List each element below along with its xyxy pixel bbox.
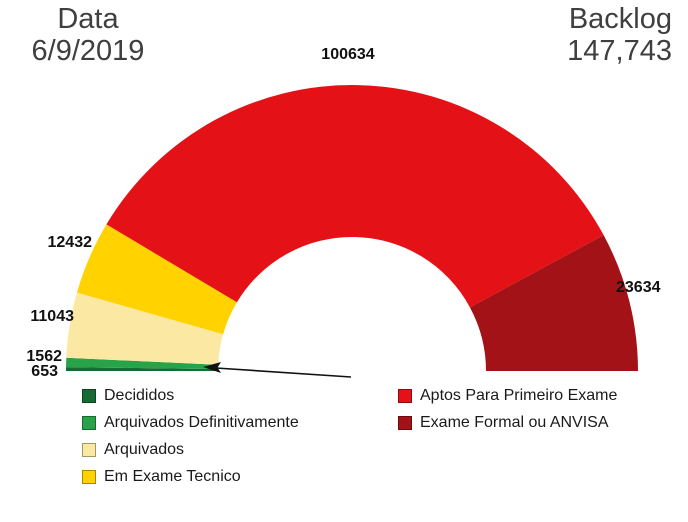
segment-exame-formal-ou-anvisa — [469, 235, 638, 371]
legend-swatch-em-exame-tecnico — [82, 470, 96, 484]
date-label: Data — [57, 3, 119, 35]
segment-aptos-para-primeiro-exame — [106, 85, 604, 308]
legend-item-aptos-para-primeiro-exame: Aptos Para Primeiro Exame — [398, 386, 617, 406]
legend-label-decididos: Decididos — [104, 387, 175, 404]
value-label-exame-formal-ou-anvisa: 23634 — [616, 279, 661, 296]
legend-swatch-exame-formal-ou-anvisa — [398, 416, 412, 430]
legend-label-aptos-para-primeiro-exame: Aptos Para Primeiro Exame — [420, 387, 618, 404]
date-value: 6/9/2019 — [31, 34, 145, 67]
legend-item-arquivados-definitivamente: Arquivados Definitivamente — [82, 413, 299, 433]
legend-swatch-arquivados — [82, 443, 96, 457]
legend-swatch-decididos — [82, 389, 96, 403]
legend-item-exame-formal-ou-anvisa: Exame Formal ou ANVISA — [398, 413, 617, 433]
legend-item-em-exame-tecnico: Em Exame Tecnico — [82, 467, 299, 487]
backlog-value: 147,743 — [567, 34, 672, 67]
value-label-decididos: 653 — [31, 363, 58, 380]
value-label-arquivados: 11043 — [30, 308, 74, 325]
segment-em-exame-tecnico — [76, 224, 237, 335]
annotation-arrow — [203, 362, 352, 378]
legend-label-arquivados-definitivamente: Arquivados Definitivamente — [104, 414, 299, 431]
legend-label-em-exame-tecnico: Em Exame Tecnico — [104, 468, 241, 485]
legend-item-arquivados: Arquivados — [82, 440, 299, 460]
legend-swatch-aptos-para-primeiro-exame — [398, 389, 412, 403]
legend-swatch-arquivados-definitivamente — [82, 416, 96, 430]
segment-decididos — [66, 367, 219, 371]
annotation-arrowhead — [203, 362, 221, 373]
segment-arquivados — [66, 292, 224, 365]
chart-segments — [66, 85, 638, 371]
date-block: Data 6/9/2019 — [14, 3, 162, 68]
legend-label-arquivados: Arquivados — [104, 441, 185, 458]
backlog-block: Backlog 147,743 — [502, 3, 672, 68]
backlog-label: Backlog — [568, 3, 672, 35]
annotation-arrow-line — [215, 367, 352, 378]
value-label-em-exame-tecnico: 12432 — [47, 234, 93, 251]
legend-label-exame-formal-ou-anvisa: Exame Formal ou ANVISA — [420, 414, 609, 431]
value-label-arquivados-definitivamente: 1562 — [26, 348, 62, 365]
legend-column-right: Aptos Para Primeiro Exame Exame Formal o… — [398, 386, 617, 440]
legend-column-left: Decididos Arquivados Definitivamente Arq… — [82, 386, 299, 494]
segment-arquivados-definitivamente — [66, 357, 219, 370]
legend-item-decididos: Decididos — [82, 386, 299, 406]
value-label-aptos-para-primeiro-exame: 100634 — [321, 46, 375, 63]
